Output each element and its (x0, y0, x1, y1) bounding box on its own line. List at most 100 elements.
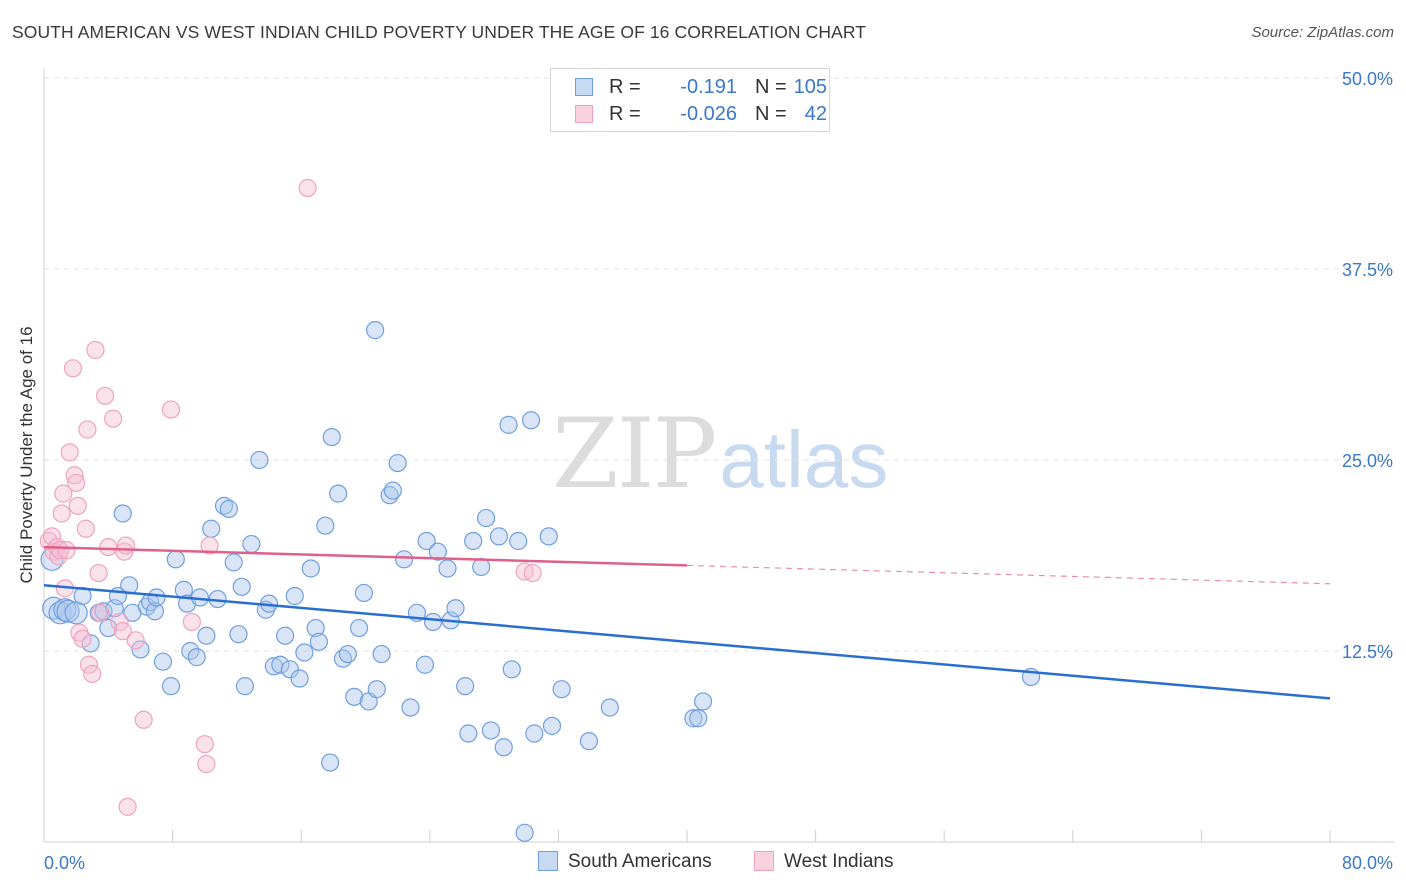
data-point-south-american (99, 618, 118, 638)
data-point-south-american (354, 583, 373, 603)
data-point-west-indian (65, 466, 84, 485)
correlation-legend: R = -0.191 N = 105 R = -0.026 N = 42 (550, 68, 830, 132)
data-point-south-american (64, 601, 88, 625)
data-point-west-indian (200, 536, 219, 555)
data-point-west-indian (86, 340, 105, 360)
data-point-west-indian (50, 541, 70, 560)
data-point-west-indian (63, 359, 83, 378)
data-point-west-indian (298, 178, 317, 198)
n-label: N = (755, 76, 787, 98)
data-point-south-american (322, 427, 341, 447)
legend-item-south-americans[interactable]: South Americans (538, 851, 712, 877)
data-point-south-american (295, 643, 314, 662)
watermark-zip: ZIP (552, 398, 717, 510)
data-point-south-american (345, 687, 364, 706)
data-point-west-indian (42, 527, 62, 546)
data-point-west-indian (161, 400, 181, 419)
data-point-south-american (459, 724, 478, 743)
data-point-south-american (401, 698, 420, 717)
data-point-west-indian (99, 537, 118, 557)
data-point-south-american (499, 415, 518, 434)
data-point-south-american (383, 481, 402, 500)
data-point-south-american (481, 721, 500, 740)
data-point-west-indian (523, 563, 542, 583)
y-axis-label: Child Poverty Under the Age of 16 (17, 326, 36, 584)
data-point-west-indian (182, 612, 201, 632)
data-point-west-indian (54, 484, 73, 503)
data-point-west-indian (76, 519, 95, 538)
data-point-south-american (489, 527, 509, 546)
data-point-south-american (456, 677, 475, 696)
data-point-south-american (316, 516, 335, 535)
data-point-south-american (131, 640, 150, 659)
data-point-west-indian (197, 754, 216, 774)
data-point-south-american (153, 652, 173, 671)
data-point-south-american (525, 724, 544, 743)
y-tick-label: 12.5% (1342, 642, 1393, 662)
data-point-south-american (494, 738, 513, 757)
data-point-south-american (388, 453, 407, 473)
x-tick-label: 0.0% (44, 853, 85, 873)
data-point-south-american (472, 557, 491, 577)
data-point-west-indian (52, 504, 71, 523)
x-tick-label: 80.0% (1342, 853, 1393, 873)
data-point-south-american (366, 321, 385, 340)
data-point-south-american (301, 559, 320, 578)
legend-label: South Americans (568, 851, 712, 872)
data-point-south-american (250, 450, 269, 470)
data-point-west-indian (73, 629, 92, 648)
data-point-south-american (367, 680, 386, 699)
legend-label: West Indians (784, 851, 894, 872)
data-point-south-american (552, 680, 571, 699)
data-point-west-indian (89, 563, 108, 583)
data-point-west-indian (115, 542, 134, 561)
data-point-west-indian (68, 496, 87, 515)
n-label: N = (755, 103, 787, 125)
data-point-south-american (689, 709, 708, 728)
data-point-south-american (321, 753, 340, 772)
r-value: -0.026 (680, 103, 737, 125)
data-point-south-american (202, 519, 221, 538)
data-point-south-american (242, 534, 261, 554)
data-point-south-american (187, 648, 206, 667)
trend-line-south-americans (43, 584, 1331, 700)
data-point-south-american (579, 732, 599, 751)
west-indians-points (39, 178, 542, 816)
r-value: -0.191 (680, 76, 737, 98)
data-point-west-indian (118, 797, 137, 816)
data-point-south-american (349, 618, 369, 638)
data-point-west-indian (126, 631, 145, 650)
zipatlas-watermark: ZIPatlas (552, 398, 888, 510)
data-point-south-american (415, 655, 435, 674)
data-point-west-indian (78, 420, 97, 439)
data-point-south-american (166, 550, 185, 569)
data-point-south-american (417, 531, 436, 551)
data-point-west-indian (60, 443, 79, 462)
data-point-south-american (428, 542, 447, 561)
data-point-south-american (309, 632, 328, 651)
r-label: R = (609, 103, 641, 125)
data-point-south-american (229, 625, 248, 644)
legend-swatch-pink (754, 851, 774, 871)
legend-item-west-indians[interactable]: West Indians (754, 851, 893, 877)
data-point-south-american (476, 508, 496, 528)
data-point-west-indian (113, 622, 132, 641)
data-point-south-american (372, 644, 391, 664)
data-point-south-american (280, 660, 300, 679)
data-point-west-indian (116, 536, 136, 555)
chart-title: SOUTH AMERICAN VS WEST INDIAN CHILD POVE… (12, 22, 867, 42)
data-point-south-american (684, 709, 703, 728)
data-point-south-american (464, 531, 483, 551)
data-point-south-american (306, 618, 325, 638)
data-point-south-american (423, 612, 443, 632)
data-point-west-indian (57, 541, 76, 560)
data-point-south-american (521, 411, 541, 430)
data-point-south-american (446, 599, 465, 618)
data-point-south-american (539, 527, 558, 546)
data-point-south-american (276, 626, 295, 645)
data-point-west-indian (104, 409, 123, 428)
data-point-south-american (329, 484, 348, 503)
data-point-south-american (197, 626, 216, 645)
y-tick-label: 25.0% (1342, 451, 1393, 471)
